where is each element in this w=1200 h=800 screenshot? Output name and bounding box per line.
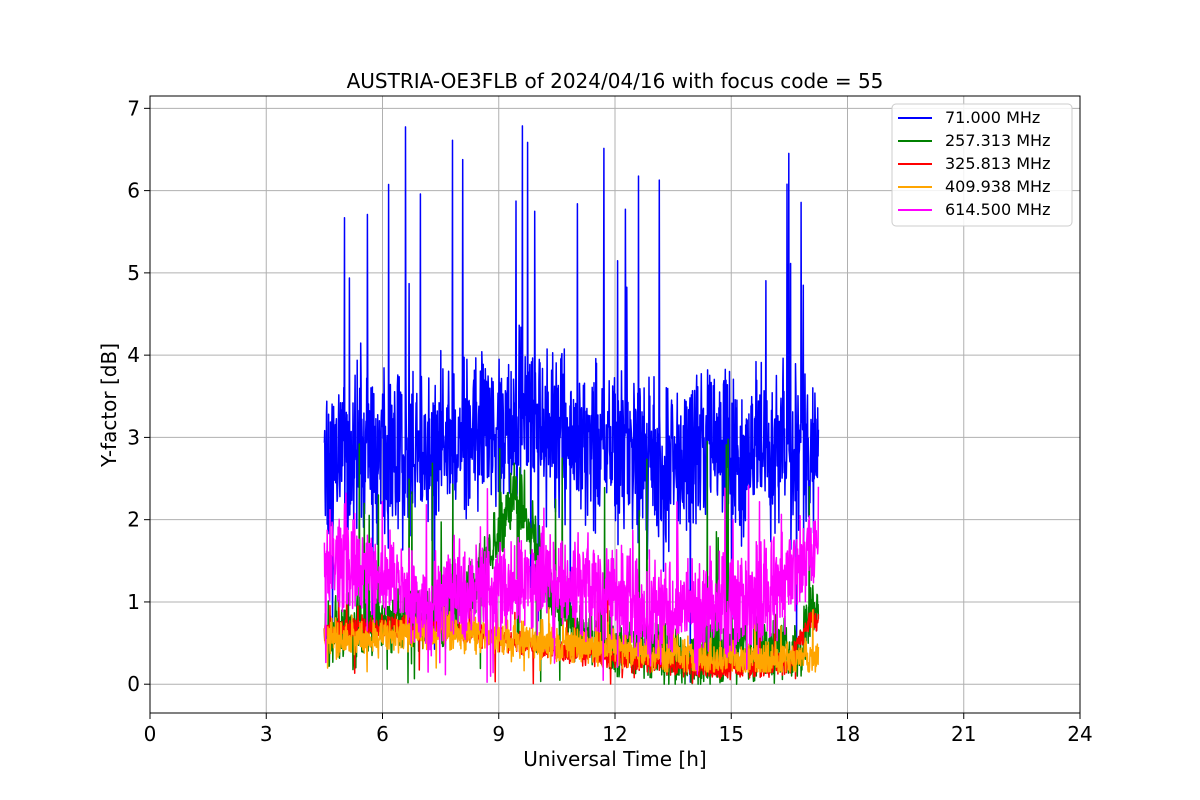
x-tick-label: 18 <box>835 722 860 746</box>
legend-label: 325.813 MHz <box>945 154 1050 173</box>
series-lines <box>323 125 820 685</box>
legend-label: 257.313 MHz <box>945 131 1050 150</box>
x-tick-label: 0 <box>144 722 157 746</box>
y-tick-label: 1 <box>127 590 140 614</box>
y-tick-label: 0 <box>127 672 140 696</box>
y-tick-label: 3 <box>127 425 140 449</box>
legend-label: 409.938 MHz <box>945 177 1050 196</box>
legend-label: 71.000 MHz <box>945 108 1040 127</box>
series-line <box>323 484 820 683</box>
y-tick-label: 4 <box>127 343 140 367</box>
y-tick-label: 2 <box>127 508 140 532</box>
x-tick-label: 15 <box>719 722 744 746</box>
legend-frame <box>891 103 1073 227</box>
y-tick-label: 5 <box>127 261 140 285</box>
y-tick-label: 7 <box>127 96 140 120</box>
x-tick-label: 12 <box>602 722 627 746</box>
x-tick-label: 3 <box>260 722 273 746</box>
x-tick-label: 21 <box>951 722 976 746</box>
x-tick-label: 9 <box>492 722 505 746</box>
x-axis-label: Universal Time [h] <box>523 747 706 771</box>
series-line <box>323 606 820 673</box>
legend: 71.000 MHz 257.313 MHz 325.813 MHz 409.9… <box>891 103 1073 227</box>
y-axis-label: Y-factor [dB] <box>97 343 121 468</box>
legend-items: 71.000 MHz 257.313 MHz 325.813 MHz 409.9… <box>898 108 1050 219</box>
x-tick-label: 6 <box>376 722 389 746</box>
x-tick-label: 24 <box>1067 722 1092 746</box>
legend-label: 614.500 MHz <box>945 200 1050 219</box>
chart-title: AUSTRIA-OE3FLB of 2024/04/16 with focus … <box>347 69 884 93</box>
series-line <box>323 125 820 683</box>
y-tick-label: 6 <box>127 179 140 203</box>
